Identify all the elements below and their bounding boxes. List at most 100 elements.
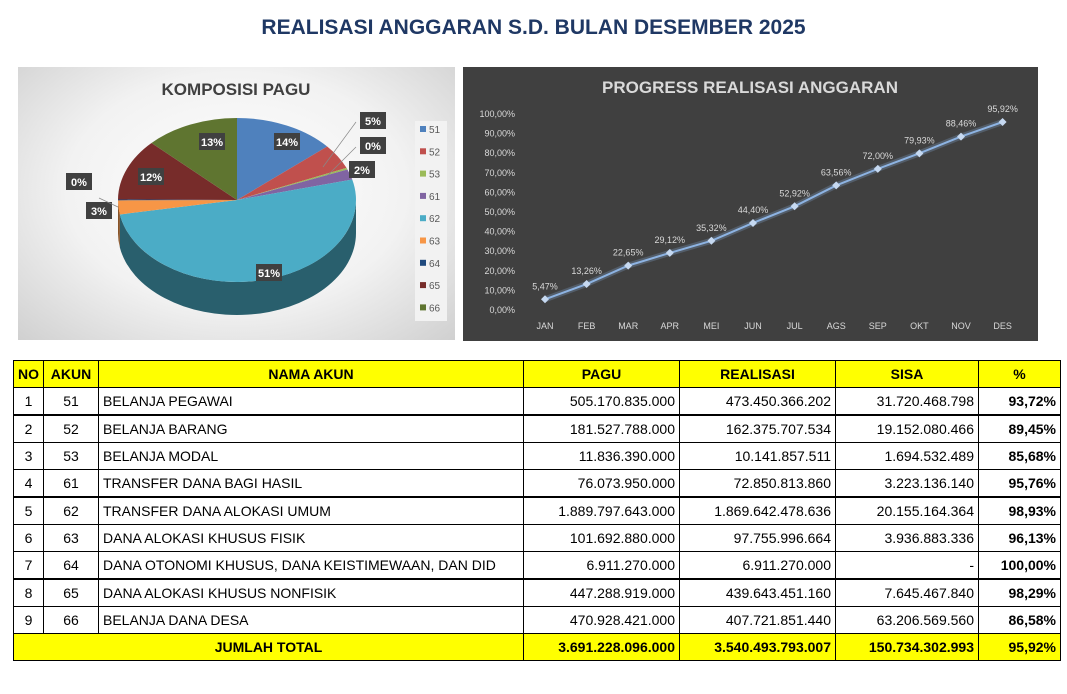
row-percent: 98,29% — [978, 578, 1061, 607]
table-row: 1 51 BELANJA PEGAWAI 505.170.835.000 473.450… — [13, 387, 1061, 416]
row-percent: 95,76% — [978, 469, 1061, 498]
total-row: JUMLAH TOTAL 3.691.228.096.000 3.540.493.7… — [13, 633, 1061, 661]
pie-slice-61 — [237, 169, 353, 200]
pie-data-label: 3% — [91, 206, 107, 218]
total-pagu: 3.691.228.096.000 — [523, 633, 680, 661]
row-pagu: 101.692.880.000 — [523, 524, 680, 552]
row-percent: 96,13% — [978, 524, 1061, 552]
row-akun: 64 — [43, 551, 99, 580]
row-percent: 100,00% — [978, 551, 1061, 580]
legend-label: 62 — [429, 214, 441, 225]
pie-slice-53 — [237, 167, 348, 200]
data-label: 79,93% — [904, 135, 935, 145]
row-no: 7 — [13, 551, 44, 580]
data-point — [873, 164, 882, 173]
row-akun: 66 — [43, 606, 99, 634]
header-akun: AKUN — [43, 360, 99, 388]
legend-swatch-64 — [420, 259, 426, 266]
pie-slice-side — [119, 200, 356, 315]
data-label: 44,40% — [738, 205, 769, 215]
row-no: 2 — [13, 414, 44, 443]
budget-table: NO AKUN NAMA AKUN PAGU REALISASI SISA % … — [13, 360, 1061, 661]
pie-label-box — [360, 112, 386, 129]
data-label: 88,46% — [946, 119, 977, 129]
row-akun: 61 — [43, 469, 99, 498]
row-no: 5 — [13, 496, 44, 525]
data-point — [915, 149, 924, 158]
row-pagu: 470.928.421.000 — [523, 606, 680, 634]
y-tick-label: 80,00% — [484, 148, 515, 158]
table-row: 5 62 TRANSFER DANA ALOKASI UMUM 1.889.797.6… — [13, 496, 1061, 525]
pie-slice-52 — [237, 146, 347, 200]
x-tick-label: JUL — [787, 321, 803, 331]
row-akun: 51 — [43, 387, 99, 416]
legend-label: 66 — [429, 303, 441, 314]
legend-swatch-63 — [420, 237, 426, 244]
row-pagu: 1.889.797.643.000 — [523, 496, 680, 525]
series-line — [544, 121, 1003, 301]
x-tick-label: DES — [993, 321, 1012, 331]
header-percent: % — [978, 360, 1061, 388]
row-pagu: 6.911.270.000 — [523, 551, 680, 580]
pie-slice-side — [118, 200, 120, 248]
row-nama-akun: DANA ALOKASI KHUSUS NONFISIK — [98, 578, 524, 607]
row-realisasi: 72.850.813.860 — [679, 469, 836, 498]
row-sisa: 1.694.532.489 — [835, 442, 979, 470]
y-tick-label: 90,00% — [484, 129, 515, 139]
data-point — [832, 181, 841, 190]
row-no: 8 — [13, 578, 44, 607]
row-pagu: 181.527.788.000 — [523, 414, 680, 443]
pie-slice-65 — [118, 142, 237, 200]
data-point — [541, 295, 549, 304]
legend-label: 61 — [429, 192, 441, 203]
y-tick-label: 10,00% — [484, 285, 515, 295]
pie-label-box — [274, 133, 300, 150]
x-tick-label: APR — [661, 321, 680, 331]
pie-title: KOMPOSISI PAGU — [162, 80, 311, 99]
pie-chart-panel: KOMPOSISI PAGU 14% 5% 0% 2% 51% 3% 0% 12% 13% 51 52… — [18, 67, 455, 340]
row-no: 9 — [13, 606, 44, 634]
table-row: 4 61 TRANSFER DANA BAGI HASIL 76.073.950.00… — [13, 469, 1061, 498]
x-tick-label: JUN — [744, 321, 762, 331]
pie-data-label: 5% — [365, 116, 381, 128]
data-point — [624, 261, 633, 270]
row-realisasi: 162.375.707.534 — [679, 414, 836, 443]
x-tick-label: MAR — [618, 321, 639, 331]
row-percent: 85,68% — [978, 442, 1061, 470]
row-sisa: - — [835, 551, 979, 580]
y-tick-label: 40,00% — [484, 227, 515, 237]
legend-label: 53 — [429, 170, 441, 181]
pie-slice-62 — [119, 179, 356, 282]
row-realisasi: 407.721.851.440 — [679, 606, 836, 634]
row-realisasi: 1.869.642.478.636 — [679, 496, 836, 525]
y-tick-label: 0,00% — [489, 305, 515, 315]
row-akun: 63 — [43, 524, 99, 552]
row-percent: 98,93% — [978, 496, 1061, 525]
pie-slice-64 — [118, 199, 237, 201]
legend-label: 51 — [429, 125, 441, 136]
legend-swatch-51 — [420, 126, 426, 132]
row-no: 4 — [13, 469, 44, 498]
x-tick-label: AGS — [827, 321, 846, 331]
header-pagu: PAGU — [523, 360, 680, 388]
row-pagu: 447.288.919.000 — [523, 578, 680, 607]
data-label: 22,65% — [613, 248, 644, 258]
legend-swatch-65 — [420, 282, 426, 289]
row-pagu: 505.170.835.000 — [523, 387, 680, 416]
total-label: JUMLAH TOTAL — [13, 633, 524, 661]
data-label: 13,26% — [571, 266, 602, 276]
line-chart-panel: PROGRESS REALISASI ANGGARAN 0,00% 10,00% 20… — [463, 67, 1038, 341]
row-percent: 89,45% — [978, 414, 1061, 443]
page-title: REALISASI ANGGARAN S.D. BULAN DESEMBER 2… — [261, 16, 806, 39]
legend-swatch-52 — [420, 148, 426, 155]
pie-chart: KOMPOSISI PAGU 14% 5% 0% 2% 51% 3% 0% 12% 13% 51 52… — [66, 80, 447, 321]
row-sisa: 20.155.164.364 — [835, 496, 979, 525]
pie-data-label: 0% — [365, 141, 381, 153]
row-akun: 52 — [43, 414, 99, 443]
line-chart: PROGRESS REALISASI ANGGARAN 0,00% 10,00% 20… — [479, 78, 1017, 331]
x-tick-label: JAN — [536, 321, 553, 331]
y-tick-label: 20,00% — [484, 266, 515, 276]
y-tick-label: 30,00% — [484, 246, 515, 256]
table-row: 3 53 BELANJA MODAL 11.836.390.000 10.141.857… — [13, 442, 1061, 470]
data-point — [665, 248, 674, 257]
